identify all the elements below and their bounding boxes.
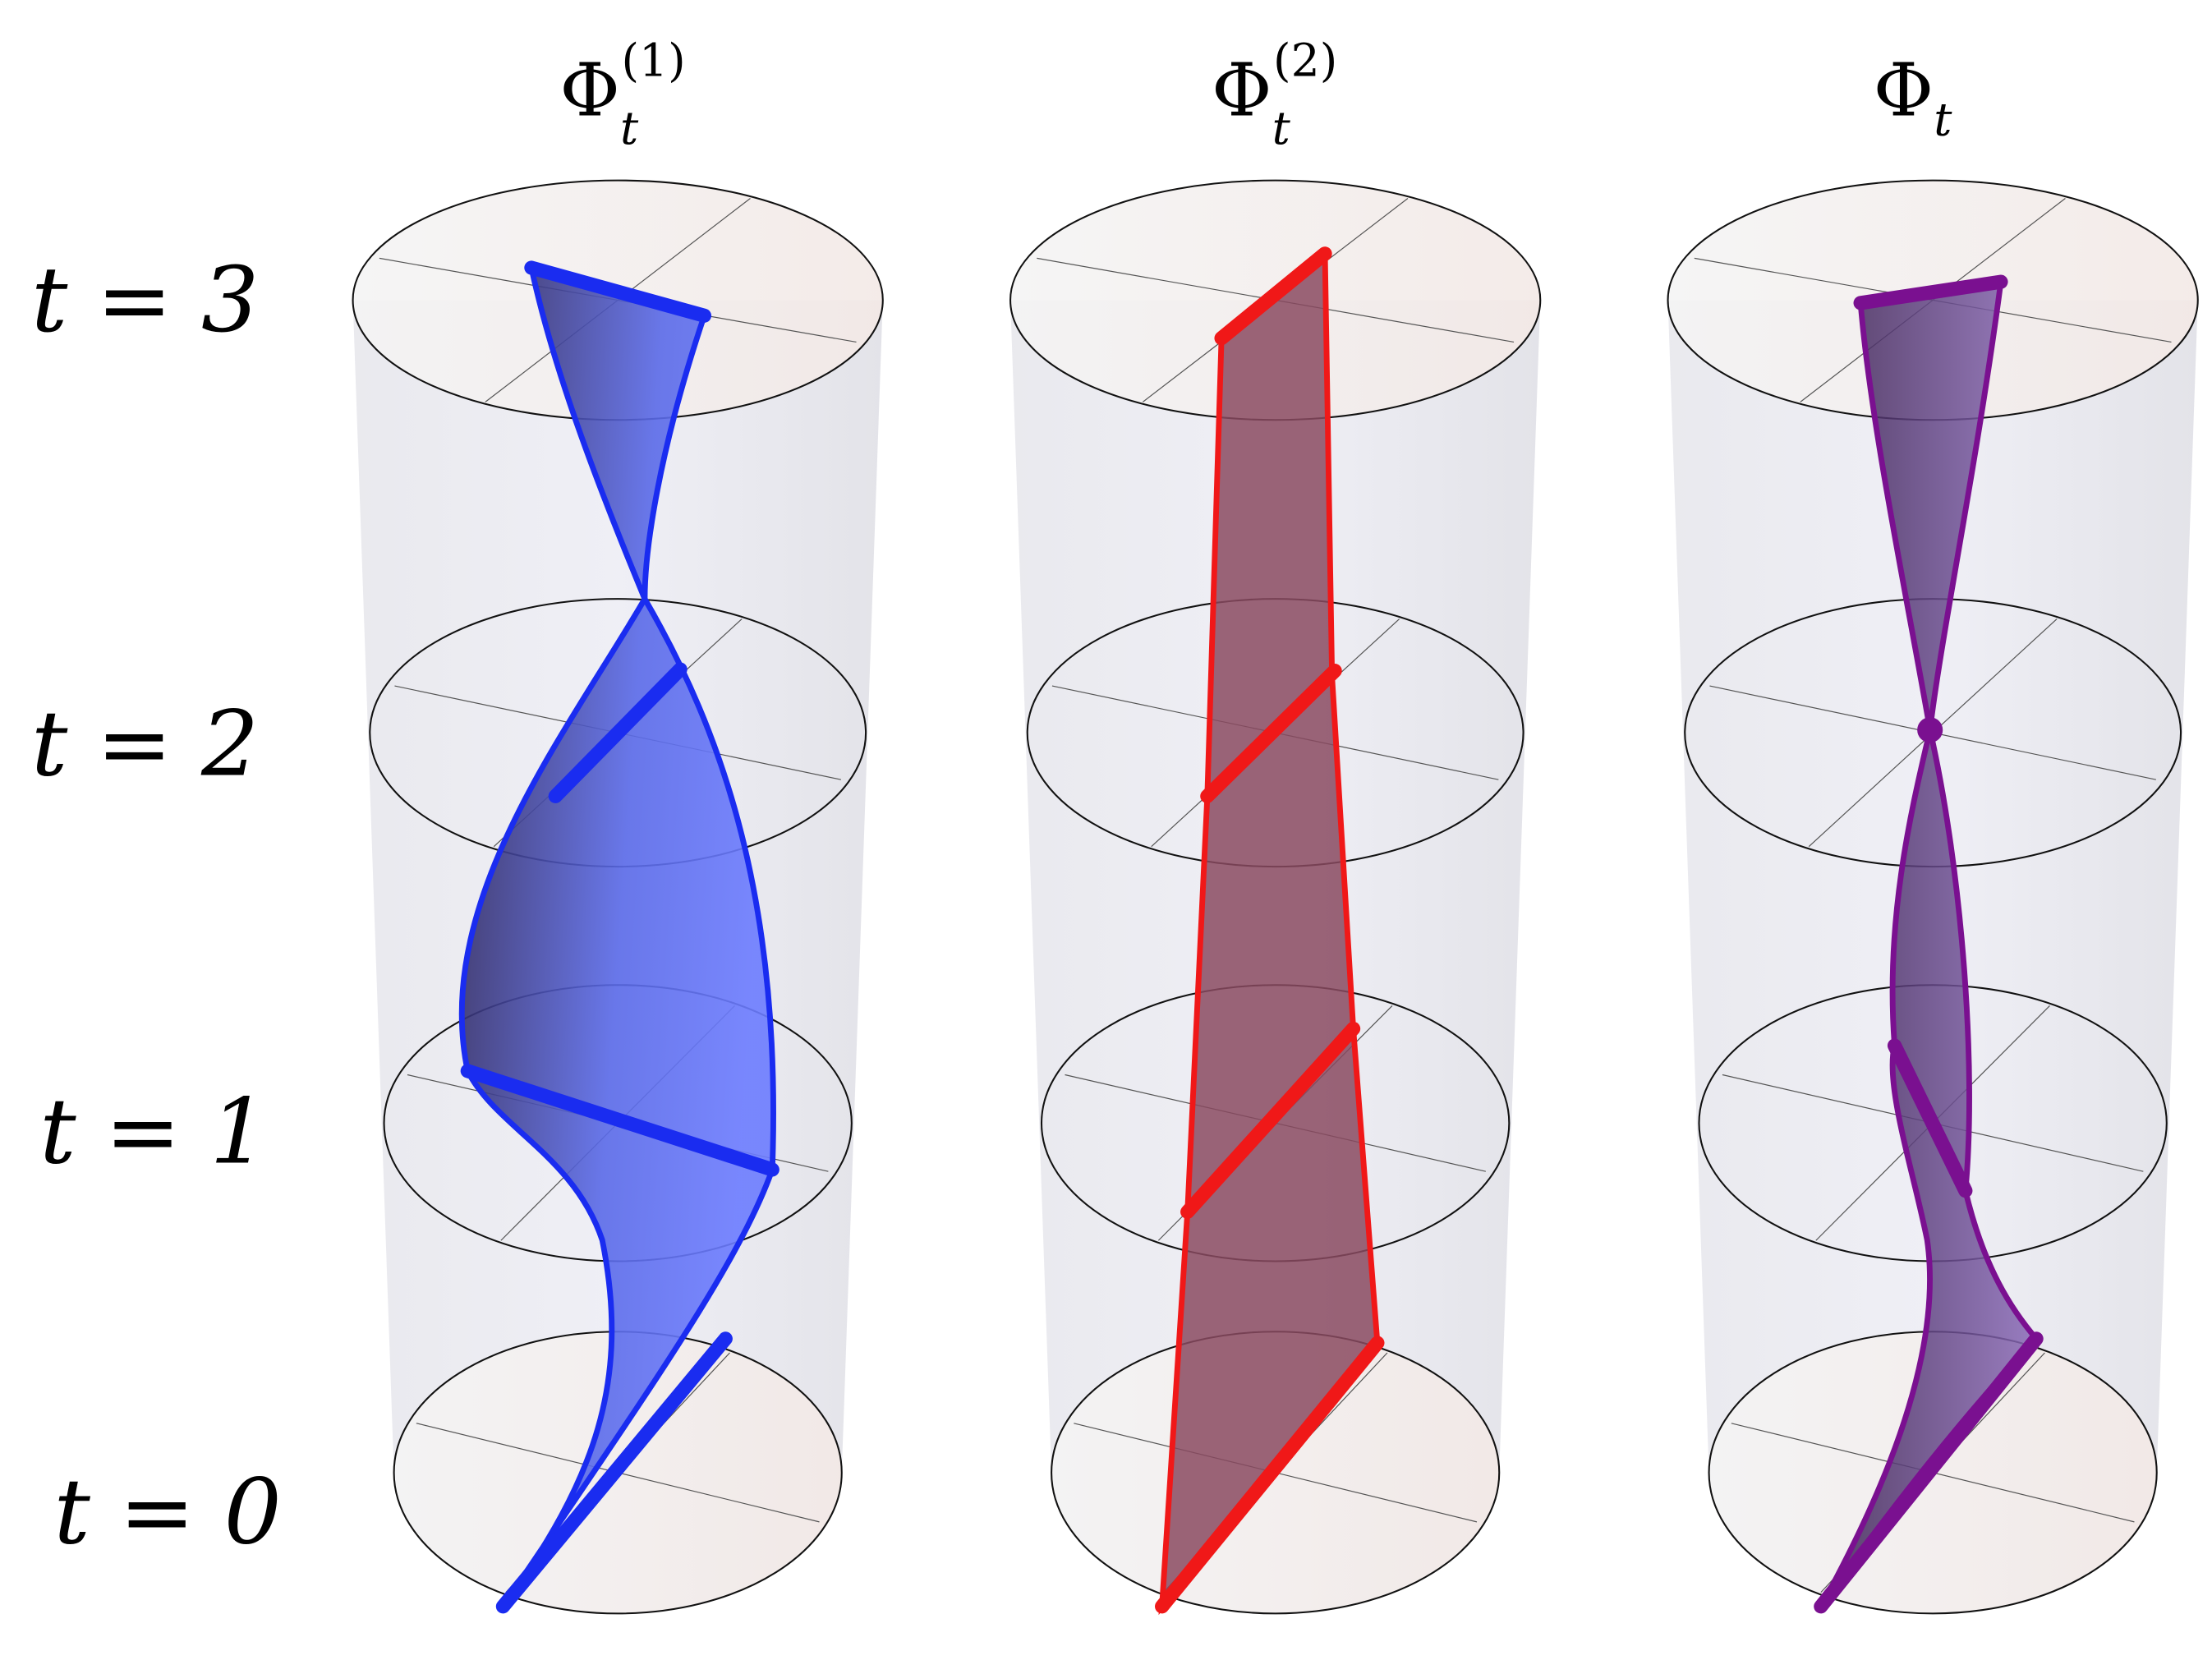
text-part: Φ	[1212, 48, 1272, 134]
ribbon-edges	[1155, 246, 1385, 1614]
text-part: Φ	[1874, 48, 1934, 134]
text-part: t	[620, 102, 639, 154]
row-label: t = 2	[31, 692, 259, 797]
row-label: t = 3	[31, 247, 259, 352]
text-part: t	[1272, 102, 1291, 154]
column-title: Φt (2)	[1212, 34, 1337, 154]
text-part: Φ	[559, 48, 620, 134]
row-label: t = 0	[54, 1460, 282, 1565]
ribbon-1	[458, 260, 779, 1614]
text-part: (2)	[1273, 34, 1337, 87]
ribbon-3	[1814, 274, 2044, 1614]
row-label: t = 1	[39, 1079, 267, 1184]
column-title: Φt	[1874, 48, 1953, 146]
ribbon-edges	[1814, 274, 2044, 1614]
ribbon-2	[1155, 246, 1385, 1616]
text-part: t	[1934, 94, 1952, 146]
ribbon-surface	[458, 264, 776, 1608]
ribbon-edges	[460, 260, 779, 1614]
column-title: Φt (1)	[559, 34, 685, 154]
text-part: (1)	[621, 34, 685, 87]
